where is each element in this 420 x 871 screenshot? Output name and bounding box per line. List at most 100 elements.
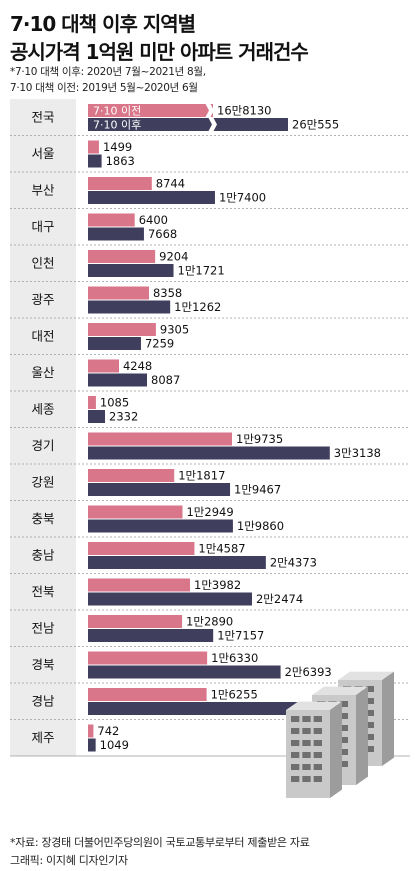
axis-break-mark bbox=[208, 117, 217, 132]
building-window bbox=[313, 776, 322, 782]
value-label-before: 1만2949 bbox=[186, 505, 233, 519]
value-label-before: 8744 bbox=[156, 177, 185, 191]
value-label-after: 2만2474 bbox=[256, 592, 303, 606]
legend-label-after: 7·10 이후 bbox=[93, 119, 141, 132]
bar-after bbox=[88, 410, 106, 423]
building-window bbox=[313, 740, 322, 746]
building-roof bbox=[338, 671, 394, 680]
bar-before bbox=[88, 688, 207, 701]
value-label-after: 1만9860 bbox=[237, 519, 284, 533]
value-label-after: 8087 bbox=[151, 373, 180, 387]
building-window bbox=[339, 701, 348, 707]
bar-before bbox=[88, 396, 96, 409]
building-window bbox=[313, 764, 322, 770]
value-label-after: 7668 bbox=[148, 227, 177, 241]
value-label-after: 1만1721 bbox=[178, 264, 225, 278]
building-side bbox=[382, 671, 394, 766]
bar-after bbox=[88, 446, 330, 460]
value-label-after: 1049 bbox=[100, 738, 129, 752]
building-window bbox=[313, 752, 322, 758]
building-side bbox=[330, 701, 342, 798]
building-window bbox=[339, 713, 348, 719]
bar-after bbox=[88, 191, 215, 204]
building-window bbox=[365, 734, 374, 740]
value-label-before: 9204 bbox=[159, 250, 188, 264]
category-label: 부산 bbox=[31, 182, 55, 197]
category-label: 충남 bbox=[31, 547, 55, 562]
category-label: 전북 bbox=[31, 584, 54, 599]
bar-after bbox=[88, 702, 300, 715]
value-label-after: 1만9467 bbox=[234, 483, 281, 497]
building-window bbox=[365, 746, 374, 752]
bar-after bbox=[88, 264, 174, 277]
bar-after bbox=[88, 592, 252, 606]
graphic-credit: 그래픽: 이지혜 디자인기자 bbox=[10, 854, 128, 867]
value-label-before: 1만1817 bbox=[178, 469, 225, 483]
chart-title-line-1: 7·10 대책 이후 지역별 bbox=[10, 12, 196, 36]
category-label: 세종 bbox=[31, 401, 54, 416]
value-label-before: 742 bbox=[97, 724, 119, 738]
building-window bbox=[291, 728, 300, 734]
value-label-after: 1만7400 bbox=[219, 191, 266, 205]
category-label: 대전 bbox=[31, 328, 54, 343]
value-label-after: 1만1262 bbox=[174, 300, 221, 314]
category-label: 대구 bbox=[31, 219, 54, 234]
bar-before bbox=[88, 578, 191, 592]
building-window bbox=[313, 716, 322, 722]
building-window bbox=[365, 686, 374, 692]
value-label-after: 26만555 bbox=[292, 118, 339, 132]
value-label-before: 1만6330 bbox=[211, 651, 258, 665]
bar-before bbox=[88, 615, 183, 628]
building-window bbox=[365, 698, 374, 704]
category-label: 경남 bbox=[31, 693, 55, 708]
building-window bbox=[302, 776, 311, 782]
building-window bbox=[339, 749, 348, 755]
building-window bbox=[339, 761, 348, 767]
period-note-after: *7·10 대책 이후: 2020년 7월~2021년 8월, bbox=[10, 66, 206, 78]
source-note: *자료: 장경태 더불어민주당의원이 국토교통부로부터 제출받은 자료 bbox=[10, 836, 310, 849]
value-label-after: 7259 bbox=[145, 337, 174, 351]
period-note-before: 7·10 대책 이전: 2019년 5월~2020년 6월 bbox=[10, 82, 198, 94]
bar-before bbox=[88, 432, 232, 446]
bar-before bbox=[88, 140, 99, 154]
building-window bbox=[302, 728, 311, 734]
value-label-before: 1만6255 bbox=[211, 688, 258, 702]
building-window bbox=[302, 716, 311, 722]
bar-after bbox=[88, 337, 141, 350]
value-label-after: 3만3138 bbox=[334, 446, 381, 460]
building-window bbox=[365, 710, 374, 716]
category-label: 전남 bbox=[31, 620, 55, 635]
building-window bbox=[339, 725, 348, 731]
building-window bbox=[291, 776, 300, 782]
category-label: 울산 bbox=[31, 365, 55, 380]
value-label-before: 9305 bbox=[160, 323, 189, 337]
bar-before bbox=[88, 323, 156, 336]
category-label: 충북 bbox=[31, 511, 54, 526]
value-label-before: 1만4587 bbox=[198, 542, 245, 556]
building-window bbox=[302, 740, 311, 746]
building-window bbox=[365, 722, 374, 728]
bar-after bbox=[88, 665, 281, 679]
bar-after bbox=[88, 556, 266, 569]
bar-before bbox=[88, 469, 175, 482]
category-label: 서울 bbox=[31, 146, 54, 161]
building-window bbox=[291, 740, 300, 746]
bar-before bbox=[88, 542, 195, 555]
value-label-after: 1만7157 bbox=[217, 629, 264, 643]
value-label-after: 1863 bbox=[106, 154, 135, 168]
value-label-before: 16만8130 bbox=[217, 104, 271, 118]
bar-before bbox=[88, 213, 135, 227]
building-roof bbox=[286, 701, 342, 710]
value-label-after: 2332 bbox=[109, 410, 138, 424]
bar-after bbox=[88, 154, 102, 168]
building-window bbox=[302, 764, 311, 770]
value-label-before: 1만3982 bbox=[194, 578, 241, 592]
legend-label-before: 7·10 이전 bbox=[93, 105, 141, 118]
bar-before bbox=[88, 359, 119, 373]
building-window bbox=[302, 752, 311, 758]
bar-after bbox=[88, 738, 96, 752]
bar-after bbox=[88, 519, 233, 533]
axis-break-mark bbox=[205, 103, 214, 118]
bar-before bbox=[88, 250, 156, 263]
category-label: 전국 bbox=[31, 109, 54, 124]
